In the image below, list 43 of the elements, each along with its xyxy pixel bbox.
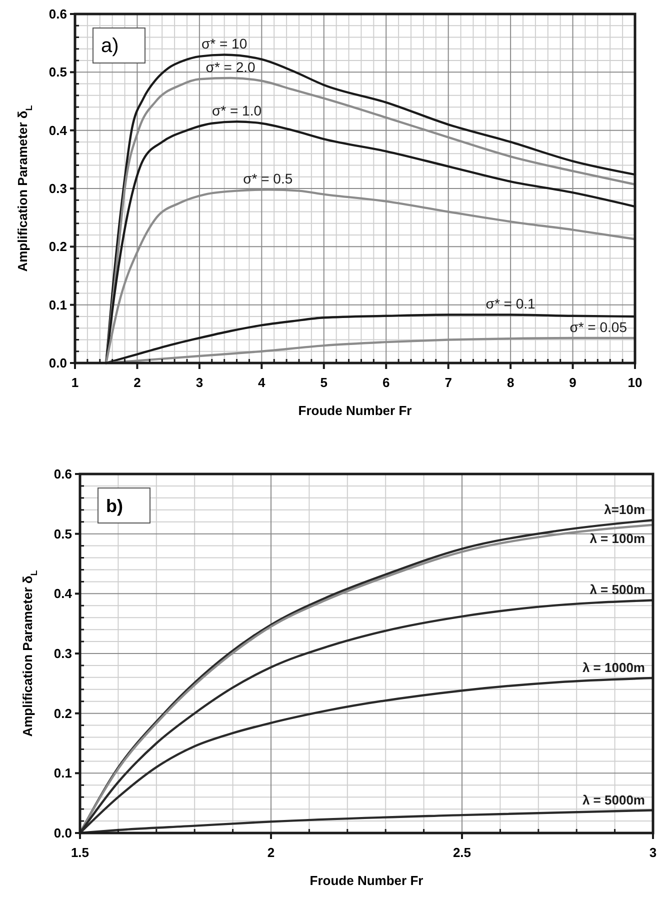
y-tick-label: 0.0 (48, 356, 67, 370)
series-label: λ=10m (604, 502, 645, 518)
annotation: a) (101, 35, 119, 57)
x-axis-title: Froude Number Fr (298, 403, 412, 418)
series-label: σ* = 0.1 (486, 296, 536, 312)
series-label: σ* = 1.0 (212, 102, 262, 119)
y-tick-label: 0.4 (54, 586, 73, 602)
x-tick-label: 3 (649, 845, 657, 860)
x-tick-label: 1 (71, 375, 79, 390)
y-tick-label: 0.5 (48, 64, 67, 80)
y-tick-label: 0.3 (48, 181, 67, 196)
x-tick-label: 2 (267, 845, 275, 860)
x-axis-title: Froude Number Fr (310, 873, 424, 888)
x-tick-label: 1.5 (70, 845, 90, 860)
series-label: λ = 1000m (582, 660, 645, 676)
x-tick-label: 8 (506, 375, 514, 390)
series-label: σ* = 2.0 (206, 58, 256, 75)
x-tick-label: 9 (569, 375, 576, 390)
series-label: σ* = 10 (202, 36, 248, 52)
series-label: σ* = 0.05 (570, 318, 628, 335)
y-tick-label: 0.2 (54, 706, 72, 721)
y-tick-label: 0.6 (54, 466, 72, 482)
annotation: b) (106, 496, 123, 516)
x-tick-label: 10 (628, 375, 642, 390)
x-tick-label: 7 (444, 375, 452, 390)
series-label: λ = 500m (590, 582, 645, 598)
y-tick-label: 0.1 (48, 297, 67, 312)
y-tick-label: 0.3 (54, 646, 72, 661)
x-tick-label: 2.5 (452, 845, 472, 860)
y-tick-label: 0.4 (48, 122, 68, 138)
x-tick-label: 2 (134, 375, 141, 390)
x-tick-label: 3 (196, 375, 204, 390)
x-tick-label: 4 (258, 375, 266, 390)
y-tick-label: 0.2 (48, 239, 67, 254)
series-label: σ* = 0.5 (243, 170, 293, 187)
series-label: λ = 5000m (582, 792, 645, 808)
x-tick-label: 5 (320, 375, 328, 390)
y-tick-label: 0.0 (54, 826, 72, 840)
x-tick-label: 6 (382, 375, 390, 390)
y-tick-label: 0.1 (54, 766, 72, 781)
y-tick-label: 0.6 (48, 6, 67, 22)
series-label: λ = 100m (590, 530, 645, 546)
y-tick-label: 0.5 (54, 526, 72, 542)
